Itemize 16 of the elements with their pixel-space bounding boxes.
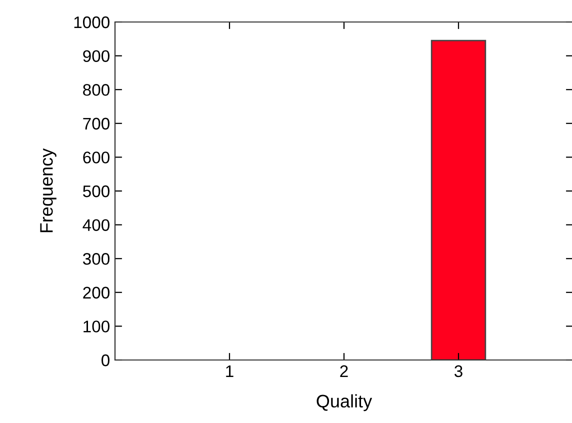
- x-axis-title: Quality: [316, 394, 372, 412]
- y-tick-label: 400: [82, 219, 110, 232]
- y-tick-label: 900: [83, 50, 110, 62]
- y-tick-label: 0: [102, 354, 110, 366]
- y-tick-label: 600: [83, 152, 110, 164]
- y-tick-label: 700: [83, 118, 110, 130]
- y-axis-title: Frequency: [40, 148, 56, 232]
- y-tick-label: 200: [83, 286, 110, 299]
- y-tick-label: 500: [83, 185, 110, 198]
- y-tick-label: 1000: [74, 16, 110, 28]
- y-tick-label: 300: [82, 253, 110, 265]
- y-tick-label: 800: [83, 84, 110, 96]
- y-tick-label: 100: [84, 320, 110, 332]
- x-tick-label: 1: [226, 365, 234, 377]
- x-tick-label: 2: [340, 365, 348, 377]
- x-tick-label: 3: [454, 365, 462, 378]
